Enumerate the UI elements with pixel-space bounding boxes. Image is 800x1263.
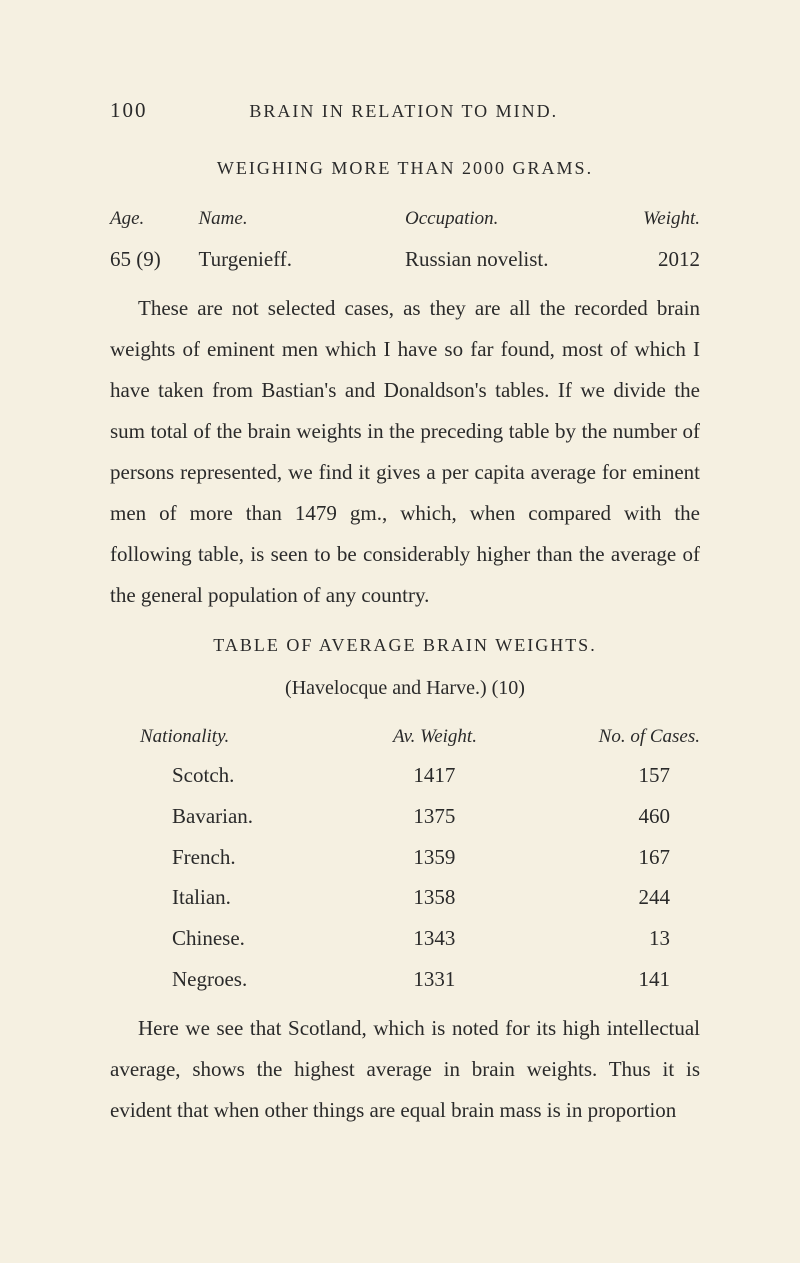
table-subtitle: (Havelocque and Harve.) (10) <box>110 669 700 708</box>
cell-weight: 1417 <box>350 755 519 796</box>
cell-nationality: Negroes. <box>140 959 350 1000</box>
cell-weight: 1359 <box>350 837 519 878</box>
label-name: Name. <box>199 200 406 237</box>
cell-nationality: Italian. <box>140 877 350 918</box>
label-occupation: Occupation. <box>405 200 621 237</box>
entry-weight: 2012 <box>621 239 700 280</box>
table-row: Chinese. 1343 13 <box>140 918 700 959</box>
cell-weight: 1343 <box>350 918 519 959</box>
brain-weight-table: Nationality. Av. Weight. No. of Cases. S… <box>140 718 700 1001</box>
entry-age: 65 (9) <box>110 239 199 280</box>
entry-occupation: Russian novelist. <box>405 239 621 280</box>
table-header-row: Nationality. Av. Weight. No. of Cases. <box>140 718 700 755</box>
entry-name: Turgenieff. <box>199 239 406 280</box>
entry-header-row: Age. Name. Occupation. Weight. <box>110 200 700 237</box>
cell-nationality: Scotch. <box>140 755 350 796</box>
table-row: Italian. 1358 244 <box>140 877 700 918</box>
cell-weight: 1331 <box>350 959 519 1000</box>
cell-weight: 1358 <box>350 877 519 918</box>
page-container: 100 BRAIN IN RELATION TO MIND. WEIGHING … <box>0 0 800 1191</box>
cell-cases: 157 <box>519 755 700 796</box>
label-age: Age. <box>110 200 199 237</box>
cell-cases: 13 <box>519 918 700 959</box>
paragraph-1-text: These are not selected cases, as they ar… <box>110 288 700 616</box>
label-cases: No. of Cases. <box>530 718 700 755</box>
label-avg-weight: Av. Weight. <box>340 718 530 755</box>
body-paragraph-2: Here we see that Scotland, which is note… <box>110 1008 700 1131</box>
cell-nationality: Chinese. <box>140 918 350 959</box>
table-row: French. 1359 167 <box>140 837 700 878</box>
label-nationality: Nationality. <box>140 718 340 755</box>
section-title: WEIGHING MORE THAN 2000 GRAMS. <box>110 151 700 186</box>
paragraph-2-text: Here we see that Scotland, which is note… <box>110 1008 700 1131</box>
table-row: Scotch. 1417 157 <box>140 755 700 796</box>
cell-weight: 1375 <box>350 796 519 837</box>
cell-cases: 141 <box>519 959 700 1000</box>
running-head: BRAIN IN RELATION TO MIND. <box>108 94 701 129</box>
label-weight: Weight. <box>621 200 700 237</box>
table-row: Negroes. 1331 141 <box>140 959 700 1000</box>
cell-nationality: French. <box>140 837 350 878</box>
table-title: TABLE OF AVERAGE BRAIN WEIGHTS. <box>110 628 700 663</box>
entry-data-row: 65 (9) Turgenieff. Russian novelist. 201… <box>110 239 700 280</box>
cell-cases: 244 <box>519 877 700 918</box>
cell-cases: 167 <box>519 837 700 878</box>
body-paragraph-1: These are not selected cases, as they ar… <box>110 288 700 616</box>
table-row: Bavarian. 1375 460 <box>140 796 700 837</box>
page-header: 100 BRAIN IN RELATION TO MIND. <box>110 90 700 131</box>
cell-nationality: Bavarian. <box>140 796 350 837</box>
cell-cases: 460 <box>519 796 700 837</box>
